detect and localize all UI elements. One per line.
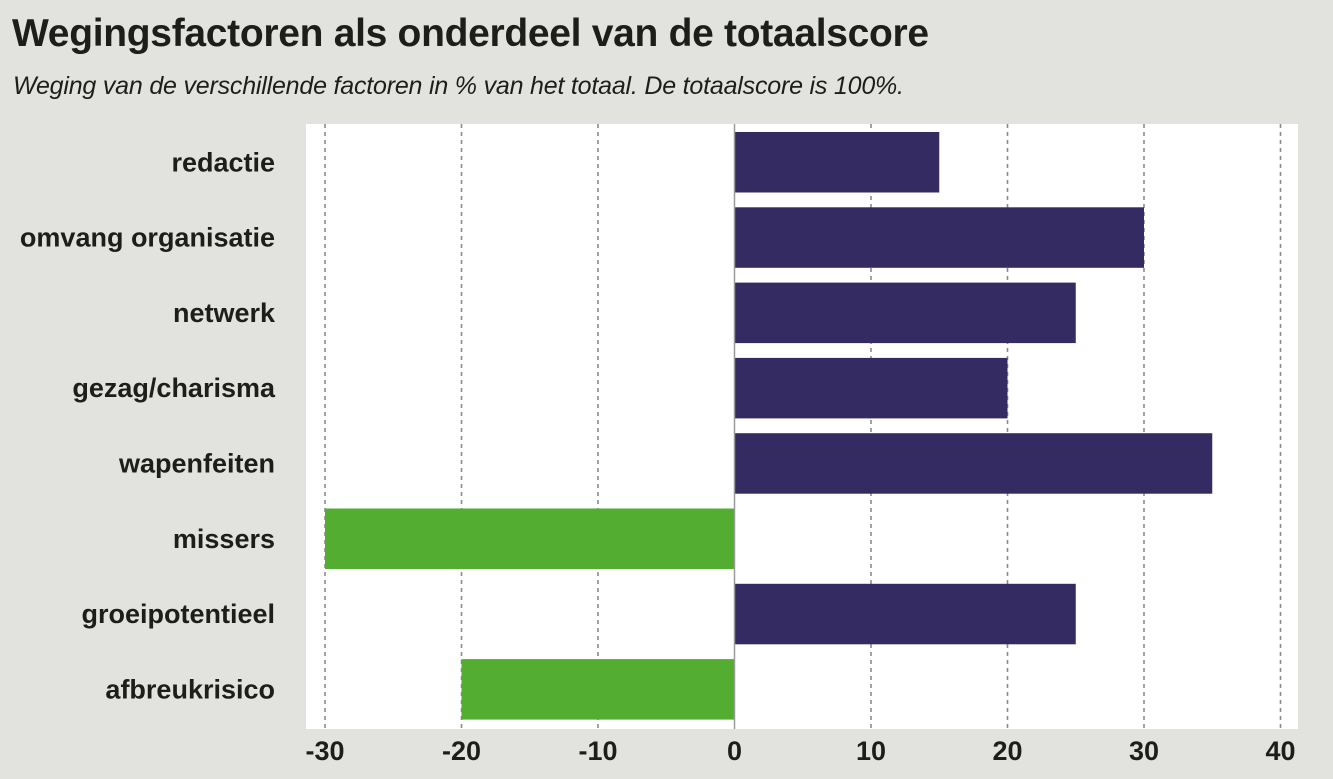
category-label: omvang organisatie xyxy=(20,223,275,253)
bar-missers xyxy=(325,508,735,569)
chart-title: Wegingsfactoren als onderdeel van de tot… xyxy=(12,12,929,55)
category-label: gezag/charisma xyxy=(72,373,276,403)
x-tick-label: 40 xyxy=(1265,736,1295,766)
x-tick-label: -20 xyxy=(442,736,481,766)
bar-netwerk xyxy=(734,282,1076,344)
category-label: netwerk xyxy=(173,298,276,328)
bar-groeipotentieel xyxy=(734,583,1076,645)
bar-afbreukrisico xyxy=(461,659,735,720)
category-label: wapenfeiten xyxy=(118,448,275,478)
x-tick-label: -30 xyxy=(305,736,344,766)
bar-redactie xyxy=(734,132,940,193)
chart-subtitle: Weging van de verschillende factoren in … xyxy=(13,72,904,100)
bar-gezag-charisma xyxy=(734,357,1008,419)
x-tick-label: 10 xyxy=(856,736,886,766)
bar-omvang-organisatie xyxy=(734,207,1144,268)
x-tick-label: 30 xyxy=(1129,736,1159,766)
x-tick-label: -10 xyxy=(578,736,617,766)
category-label: missers xyxy=(173,524,275,554)
category-label: afbreukrisico xyxy=(105,674,275,704)
x-tick-label: 20 xyxy=(992,736,1022,766)
category-label: redactie xyxy=(171,147,275,177)
x-tick-label: 0 xyxy=(727,736,742,766)
bar-wapenfeiten xyxy=(734,433,1213,494)
category-label: groeipotentieel xyxy=(81,599,275,629)
bars xyxy=(325,132,1213,720)
x-axis-tick-labels: -30 -20 -10 0 10 20 30 40 xyxy=(305,736,1295,766)
category-labels: redactie omvang organisatie netwerk gezag/c… xyxy=(20,147,276,704)
